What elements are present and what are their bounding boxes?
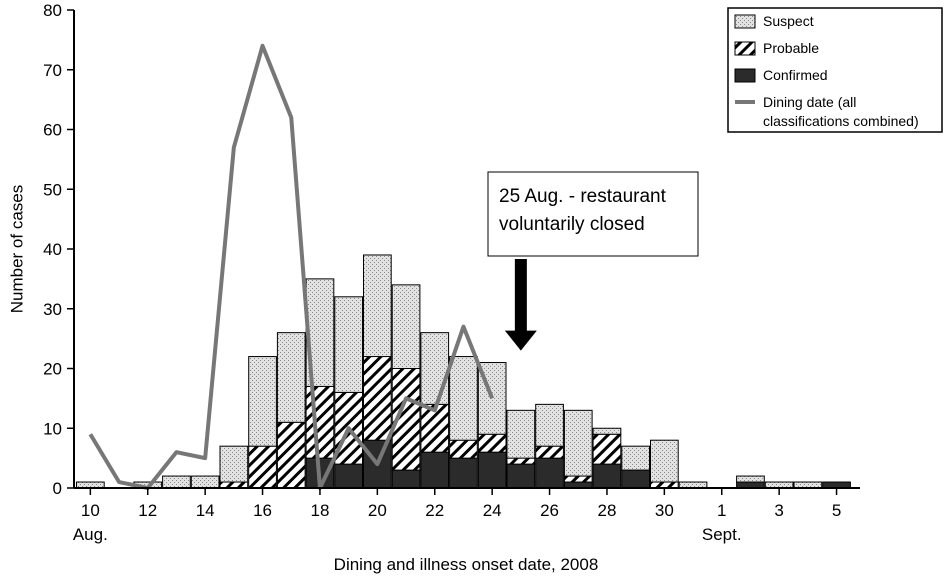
bar-probable	[276, 421, 306, 489]
x-tick-label: 18	[310, 501, 329, 520]
bar-suspect	[449, 356, 478, 441]
line-layer	[88, 43, 495, 490]
bar-confirmed	[506, 463, 536, 489]
bar-suspect	[391, 284, 421, 370]
bar-probable	[363, 356, 392, 441]
x-tick-label: 1	[717, 501, 726, 520]
bar-suspect	[650, 439, 679, 483]
bar-confirmed	[592, 463, 622, 489]
legend-swatch-confirmed	[734, 68, 756, 83]
legend-label-confirmed: Confirmed	[763, 67, 828, 83]
y-tick-label: 10	[43, 419, 62, 438]
bar-probable	[563, 475, 593, 483]
bar-suspect	[736, 475, 765, 483]
x-tick-label: 28	[597, 501, 616, 520]
y-tick-label: 30	[43, 300, 62, 319]
bar-suspect	[535, 403, 564, 447]
bar-confirmed	[420, 451, 450, 489]
x-tick-sublabel: Aug.	[73, 525, 108, 544]
x-tick-label: 24	[483, 501, 502, 520]
bar-suspect	[248, 356, 277, 447]
x-tick-label: 10	[81, 501, 100, 520]
y-tick-label: 80	[43, 1, 62, 20]
y-tick-label: 60	[43, 121, 62, 140]
y-tick-label: 50	[43, 180, 62, 199]
bar-suspect	[190, 475, 220, 489]
x-axis-ticks: 10 Aug. 12 14 16 18 20 22 24 26 28 30 1 Sept. 3 5	[73, 488, 841, 544]
annotation-text: voluntarily closed	[499, 214, 645, 235]
x-tick-label: 16	[253, 501, 272, 520]
x-axis-title: Dining and illness onset date, 2008	[334, 555, 599, 574]
bar-suspect	[592, 427, 622, 435]
x-tick-label: 30	[655, 501, 674, 520]
line-dining-date-all-clas	[88, 43, 495, 490]
legend: Suspect Probable Confirmed Dining date (all…	[727, 7, 943, 133]
bar-suspect	[334, 296, 363, 393]
y-tick-label: 70	[43, 61, 62, 80]
bar-probable	[477, 433, 507, 453]
x-tick-label: 20	[368, 501, 387, 520]
bar-suspect	[162, 475, 191, 489]
bar-probable	[248, 445, 277, 489]
legend-label-probable: Probable	[763, 40, 819, 56]
bar-suspect	[276, 332, 306, 423]
legend-label-dining-date: Dining date (all classifications combined…	[763, 94, 919, 129]
bar-confirmed	[334, 463, 363, 489]
legend-label-suspect: Suspect	[763, 13, 814, 29]
y-tick-label: 0	[53, 479, 62, 498]
x-tick-label: 14	[196, 501, 215, 520]
bar-suspect	[219, 445, 249, 483]
x-tick-label: 3	[774, 501, 783, 520]
bar-suspect	[506, 409, 536, 459]
bar-confirmed	[477, 451, 507, 489]
legend-swatch-probable	[734, 41, 756, 56]
bar-suspect	[420, 332, 450, 405]
bar-probable	[506, 457, 536, 465]
x-tick-label: 5	[832, 501, 841, 520]
x-tick-label: 12	[138, 501, 157, 520]
legend-swatch-suspect	[734, 14, 756, 29]
y-axis-title: Number of cases	[7, 185, 26, 314]
bar-confirmed	[391, 469, 421, 489]
bar-probable	[592, 433, 622, 465]
annotation-text: 25 Aug. - restaurant	[499, 186, 667, 207]
y-axis-ticks: 0 10 20 30 40 50 60 70 80	[43, 1, 74, 498]
bar-probable	[305, 385, 335, 459]
bar-confirmed	[621, 469, 650, 489]
bar-suspect	[363, 254, 392, 358]
bar-confirmed	[449, 457, 478, 489]
x-tick-label: 26	[540, 501, 559, 520]
y-tick-label: 40	[43, 240, 62, 259]
bar-suspect	[621, 445, 650, 471]
bar-probable	[449, 439, 478, 459]
bars-layer	[76, 254, 851, 489]
y-tick-label: 20	[43, 360, 62, 379]
closure-annotation: 25 Aug. - restaurant voluntarily closed	[487, 171, 699, 351]
annotation-box	[487, 171, 699, 257]
bar-confirmed	[535, 457, 564, 489]
x-tick-sublabel: Sept.	[702, 525, 742, 544]
bar-probable	[535, 445, 564, 459]
x-tick-label: 22	[425, 501, 444, 520]
bar-suspect	[563, 409, 593, 477]
down-arrow-icon	[504, 259, 537, 351]
legend-box	[727, 7, 943, 133]
